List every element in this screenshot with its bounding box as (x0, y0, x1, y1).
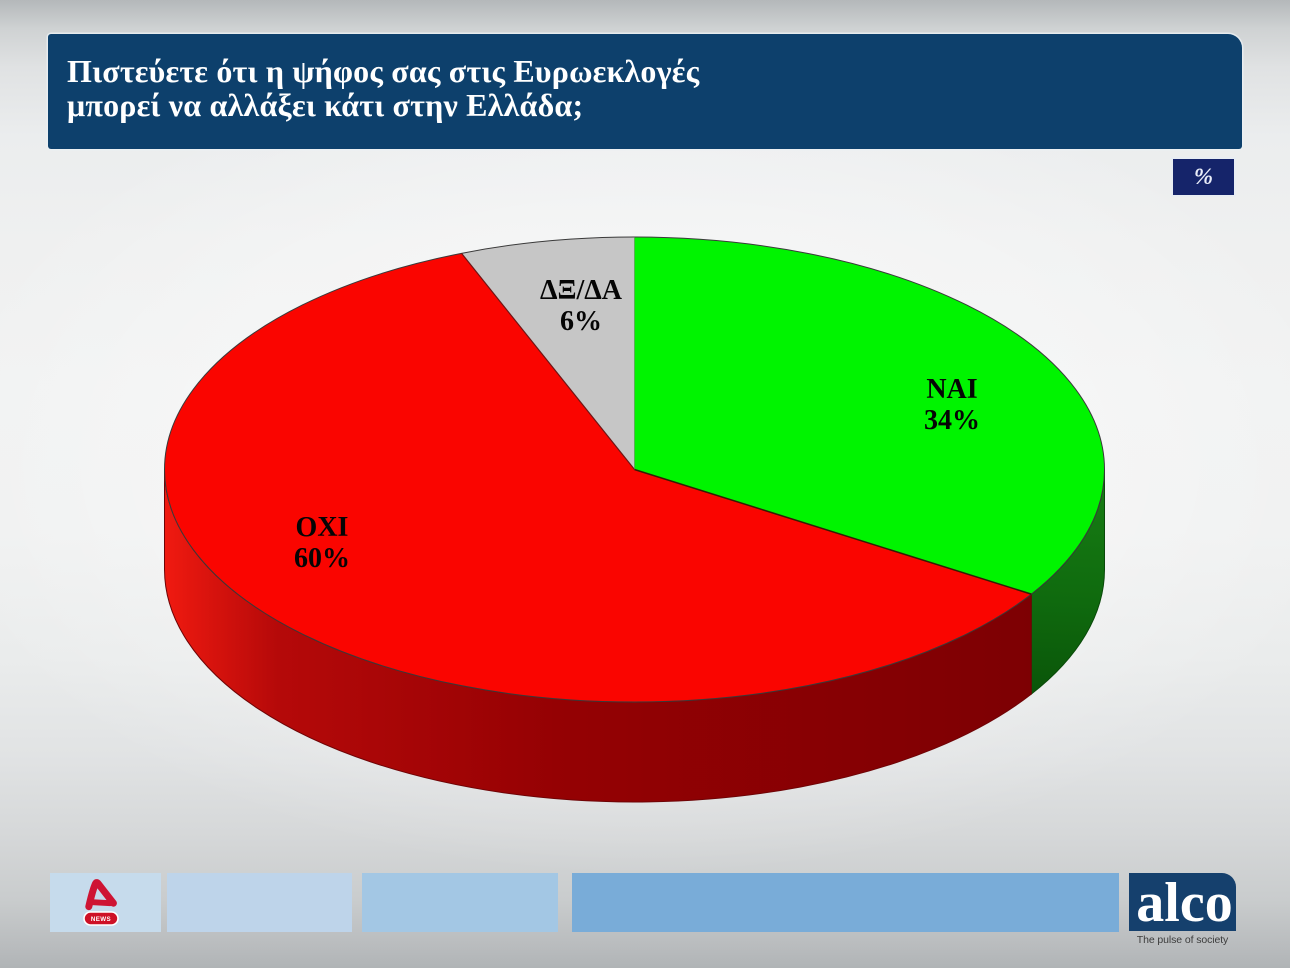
svg-text:NEWS: NEWS (91, 916, 111, 923)
